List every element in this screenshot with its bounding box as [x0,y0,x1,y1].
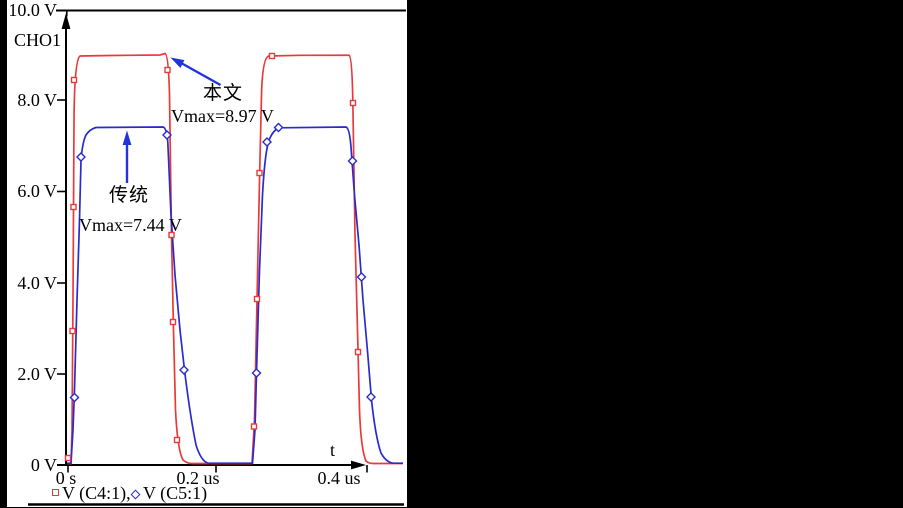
series1-trace [67,52,403,465]
y-axis-arrow-icon [61,13,71,29]
x-axis-title: t [330,440,336,460]
x-axis-arrow-icon [351,460,366,470]
y-axis-ticks [57,99,66,375]
series2-annotation-arrow-icon [122,130,132,183]
series2-vmax-label: Vmax=7.44 V [79,215,182,235]
y-tick-label: 2.0 V [17,364,57,384]
y-tick-label: 4.0 V [17,273,57,293]
y-tick-label: 8.0 V [17,90,57,110]
y-axis-channel-label: CHO1 [14,30,62,50]
series1-markers [64,52,362,462]
series1-vmax-label: Vmax=8.97 V [171,106,274,126]
legend-series1-marker-icon [52,489,59,496]
x-tick-label: 0 s [55,468,77,488]
legend-series2-label: V (C5:1) [143,483,208,503]
legend-series1-label: V (C4:1), [62,483,131,503]
y-tick-label: 0 V [30,455,57,475]
y-tick-label: 10.0 V [8,0,57,20]
series2-trace [67,126,403,465]
x-tick-label: 0.2 us [176,468,220,488]
series2-annotation-name: 传统 [109,185,150,206]
y-tick-label: 6.0 V [17,181,57,201]
series1-annotation-arrow-icon [170,57,222,87]
x-tick-label: 0.4 us [317,468,361,488]
series1-annotation-name: 本文 [203,83,244,104]
series2-markers [69,122,376,403]
x-axis-ticks [67,465,368,473]
